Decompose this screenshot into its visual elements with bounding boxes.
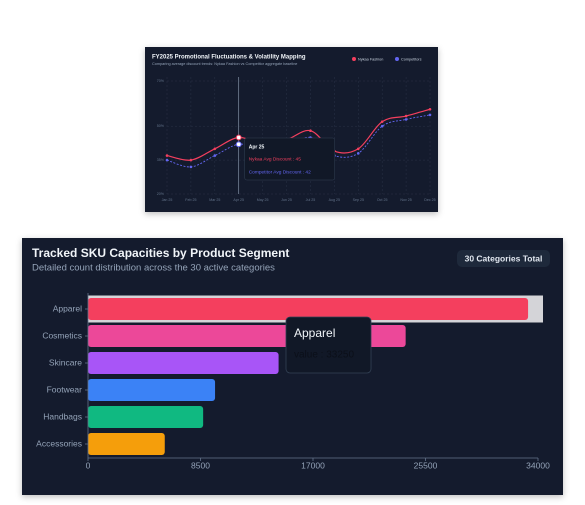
- x-tick-label: Dec 25: [424, 198, 435, 202]
- chart-subtitle: Comparing average discount trends: Nykaa…: [152, 62, 297, 66]
- bar: [88, 352, 279, 374]
- x-tick-label: Oct 25: [377, 198, 388, 202]
- y-tick-label: Footwear: [47, 384, 83, 394]
- point: [356, 147, 360, 151]
- tooltip-title: Apparel: [294, 326, 335, 340]
- legend-swatch: [395, 57, 399, 61]
- legend-label: Competitors: [401, 58, 422, 62]
- x-tick-label: Nov 25: [400, 198, 411, 202]
- y-tick-label: Handbags: [43, 411, 82, 421]
- x-tick-label: Jan 25: [162, 198, 173, 202]
- x-tick-label: Feb 25: [185, 198, 196, 202]
- tooltip-line: Competitor Avg Discount : 42: [249, 169, 311, 175]
- line-card: FY2025 Promotional Fluctuations & Volati…: [145, 47, 438, 212]
- x-tick-label: 0: [86, 460, 91, 470]
- tooltip-line: value : 33250: [294, 350, 354, 361]
- x-tick-label: 8500: [191, 460, 210, 470]
- bar-chart: Tracked SKU Capacities by Product Segmen…: [32, 246, 550, 470]
- bar: [88, 406, 204, 428]
- x-tick-label: Jun 25: [281, 198, 292, 202]
- y-tick-label: 50%: [157, 124, 165, 128]
- x-tick-label: Aug 25: [329, 198, 340, 202]
- point: [213, 147, 217, 151]
- point: [428, 113, 432, 117]
- x-tick-label: Mar 25: [209, 198, 220, 202]
- y-tick-label: Accessories: [36, 438, 82, 448]
- point: [189, 158, 193, 162]
- line-chart: FY2025 Promotional Fluctuations & Volati…: [152, 55, 436, 202]
- x-tick-label: Apr 25: [233, 198, 244, 202]
- x-tick-label: Sep 25: [353, 198, 364, 202]
- y-tick-label: Cosmetics: [42, 330, 82, 340]
- legend-swatch: [352, 57, 356, 61]
- chart-title: Tracked SKU Capacities by Product Segmen…: [32, 246, 289, 260]
- point: [165, 154, 169, 157]
- x-tick-label: 25500: [414, 460, 438, 470]
- y-tick-label: Skincare: [49, 357, 82, 367]
- point: [309, 129, 312, 133]
- x-tick-label: 34000: [526, 460, 550, 470]
- point: [213, 154, 217, 157]
- point: [380, 124, 384, 128]
- point: [356, 152, 360, 155]
- point: [380, 120, 384, 123]
- badge: [457, 250, 550, 267]
- point: [235, 141, 242, 148]
- y-tick-label: 20%: [157, 192, 165, 196]
- chart-title: FY2025 Promotional Fluctuations & Volati…: [152, 55, 306, 61]
- tooltip: [244, 137, 335, 181]
- series-line: [166, 108, 431, 161]
- tooltip-title: Apr 25: [249, 144, 265, 150]
- bar: [88, 298, 529, 320]
- x-tick-label: Jul 25: [306, 198, 316, 202]
- point: [189, 165, 193, 169]
- x-tick-label: 17000: [301, 460, 325, 470]
- x-tick-label: May 25: [257, 198, 269, 202]
- point: [165, 158, 169, 162]
- chart-subtitle: Detailed count distribution across the 3…: [32, 263, 275, 274]
- bar: [88, 433, 165, 455]
- tooltip-line: Nykaa Avg Discount : 45: [249, 156, 302, 162]
- y-tick-label: 70%: [157, 79, 165, 83]
- point: [404, 114, 408, 118]
- badge-text: 30 Categories Total: [465, 253, 543, 263]
- legend-label: Nykaa Fashion: [358, 58, 383, 62]
- tooltip: [285, 316, 372, 374]
- bar-card: Tracked SKU Capacities by Product Segmen…: [22, 238, 563, 495]
- bar: [88, 379, 216, 401]
- y-tick-label: Apparel: [53, 303, 82, 313]
- y-tick-label: 35%: [157, 158, 165, 162]
- point: [428, 107, 432, 111]
- point: [404, 118, 408, 121]
- point: [235, 134, 242, 141]
